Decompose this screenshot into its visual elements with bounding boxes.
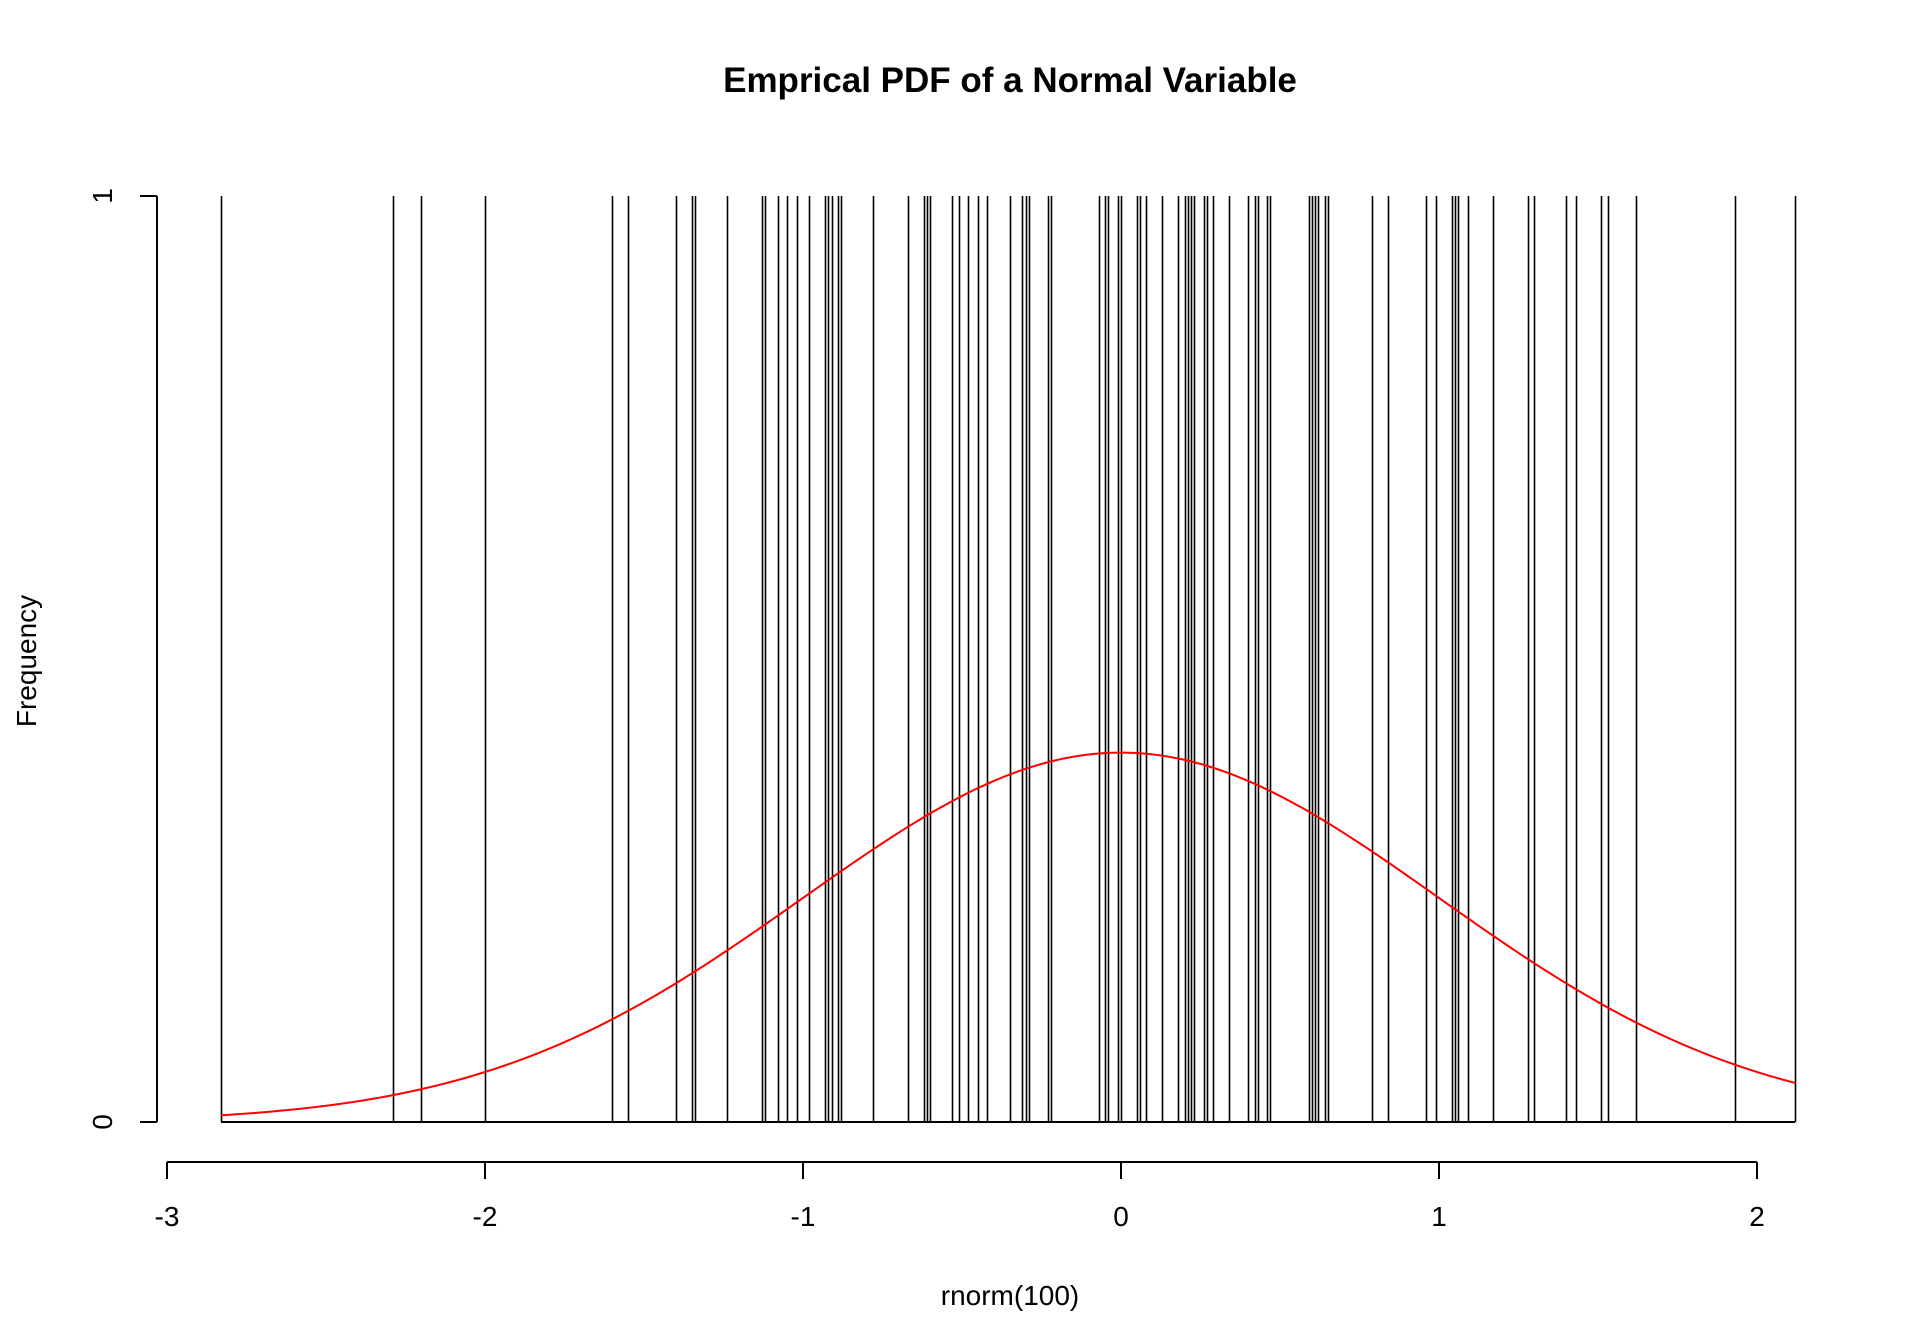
y-axis: 01 <box>87 188 158 1130</box>
x-tick-label-5: 2 <box>1749 1201 1765 1232</box>
x-axis-label: rnorm(100) <box>941 1280 1079 1311</box>
x-tick-label-2: -1 <box>791 1201 816 1232</box>
y-axis-label: Frequency <box>11 595 42 727</box>
x-tick-label-0: -3 <box>155 1201 180 1232</box>
x-tick-label-1: -2 <box>473 1201 498 1232</box>
density-curve <box>220 751 1796 1117</box>
x-axis: -3 -2 -1 0 1 2 <box>155 1161 1765 1232</box>
histogram-bars <box>220 196 1797 1122</box>
chart-title: Emprical PDF of a Normal Variable <box>723 61 1297 100</box>
x-tick-label-4: 1 <box>1431 1201 1447 1232</box>
x-tick-label-3: 0 <box>1113 1201 1129 1232</box>
y-tick-label-1: 1 <box>87 188 118 204</box>
y-tick-label-0: 0 <box>87 1114 118 1130</box>
